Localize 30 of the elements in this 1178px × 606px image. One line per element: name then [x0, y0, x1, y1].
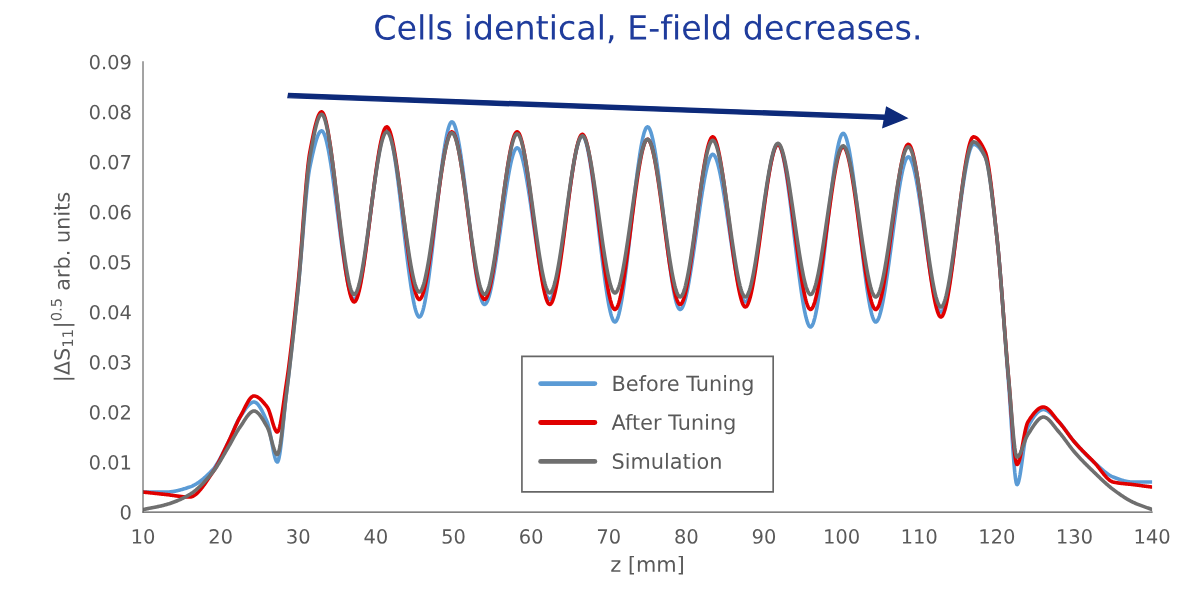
y-tick-label: 0.06 — [89, 204, 131, 220]
x-tick-label: 100 — [825, 529, 859, 544]
y-tick-label: 0.01 — [89, 455, 131, 470]
x-tick-label: 90 — [752, 529, 776, 544]
x-tick-label: 110 — [902, 529, 937, 544]
y-axis-title: |ΔS$_{11}$|$^{0.5}$ arb. units — [50, 192, 75, 380]
y-tick-label: 0.09 — [89, 54, 131, 70]
y-tick-label: 0.04 — [89, 304, 131, 320]
x-tick-label: 140 — [1135, 529, 1170, 544]
chart-title: Cells identical, E-field decreases. — [375, 14, 919, 44]
legend-label: After Tuning — [611, 413, 735, 435]
y-tick-label: 0.08 — [89, 104, 131, 120]
legend-label: Before Tuning — [613, 375, 753, 396]
x-tick-label: 80 — [675, 529, 698, 544]
x-tick-label: 70 — [597, 529, 620, 544]
y-tick-label: 0.02 — [89, 404, 130, 420]
x-tick-label: 20 — [209, 529, 232, 544]
x-tick-label: 40 — [364, 529, 387, 544]
x-tick-label: 120 — [980, 529, 1015, 544]
x-tick-label: 10 — [132, 529, 155, 544]
x-tick-label: 50 — [442, 529, 465, 544]
x-tick-label: 130 — [1058, 529, 1092, 544]
x-axis-title: z [mm] — [611, 555, 683, 575]
y-tick-label: 0.05 — [89, 254, 131, 270]
y-tick-label: 0.07 — [89, 154, 131, 170]
x-tick-label: 60 — [520, 529, 543, 544]
y-tick-label: 0 — [120, 505, 131, 520]
y-tick-label: 0.03 — [89, 354, 131, 370]
legend-label: Simulation — [612, 452, 721, 470]
x-tick-label: 30 — [287, 529, 310, 544]
